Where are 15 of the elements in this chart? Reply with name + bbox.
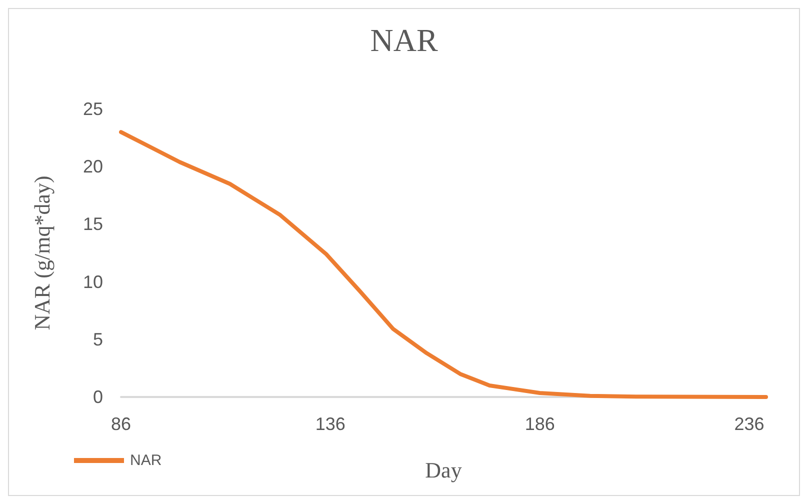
- x-axis-title: Day: [425, 458, 462, 482]
- y-tick-label: 5: [92, 329, 103, 350]
- x-tick-label: 136: [315, 414, 346, 434]
- chart-title: NAR: [370, 22, 438, 58]
- y-axis-title: NAR (g/mq*day): [30, 176, 54, 330]
- x-tick-label: 186: [524, 414, 555, 434]
- y-tick-label: 25: [82, 99, 103, 119]
- x-tick-label: 236: [734, 414, 764, 434]
- y-tick-label: 10: [82, 272, 103, 292]
- x-tick-label: 86: [110, 414, 132, 434]
- line-series: [119, 130, 768, 399]
- legend-label: NAR: [130, 452, 162, 469]
- y-tick-label: 20: [82, 156, 103, 177]
- y-tick-label: 15: [82, 214, 103, 234]
- y-tick-label: 0: [92, 387, 103, 407]
